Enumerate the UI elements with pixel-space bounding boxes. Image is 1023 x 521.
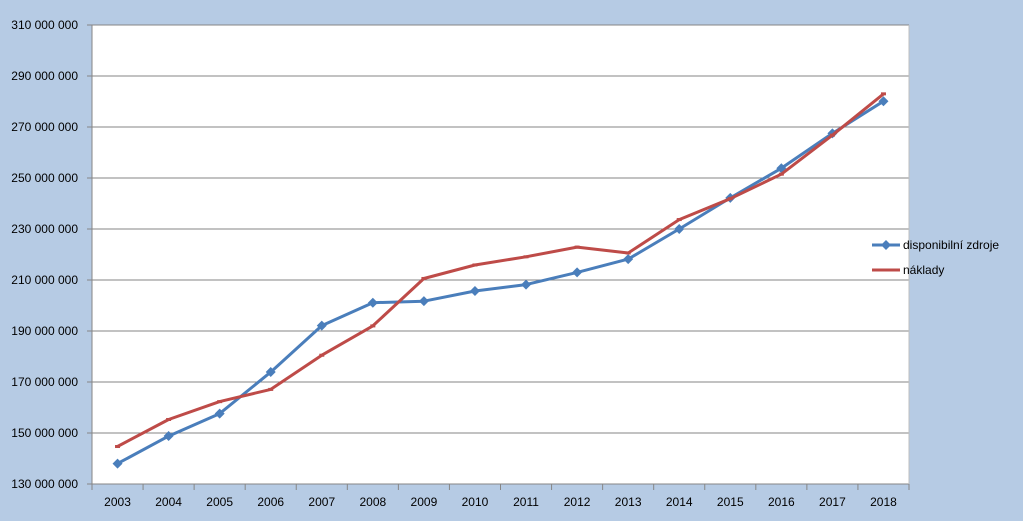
- axes: 130 000 000 150 000 000 170 000 000 190 000…: [11, 18, 910, 509]
- x-tick-label: 2008: [359, 495, 386, 509]
- data-point: [778, 172, 784, 176]
- data-point: [265, 367, 276, 378]
- x-tick-label: 2017: [819, 495, 846, 509]
- data-point: [674, 224, 685, 234]
- data-point: [418, 296, 429, 307]
- data-point: [521, 279, 532, 290]
- data-point: [370, 324, 376, 328]
- x-tick-label: 2018: [870, 495, 897, 509]
- legend-label: náklady: [903, 263, 944, 277]
- x-tick-label: 2010: [462, 495, 489, 509]
- series-line-0: [116, 99, 885, 465]
- y-tick-label: 270 000 000: [11, 120, 78, 134]
- data-point: [115, 445, 121, 449]
- data-point: [623, 254, 634, 265]
- data-point: [214, 408, 225, 419]
- data-point: [727, 197, 733, 201]
- legend: disponibilní zdroje náklady: [872, 238, 999, 277]
- data-point: [319, 353, 325, 357]
- data-point: [676, 218, 682, 222]
- y-tick-label: 190 000 000: [11, 324, 78, 338]
- data-point: [472, 263, 478, 267]
- data-point: [367, 297, 378, 308]
- data-point: [469, 285, 480, 296]
- y-tick-label: 150 000 000: [11, 426, 78, 440]
- x-tick-label: 2011: [513, 495, 539, 509]
- data-point: [163, 431, 174, 442]
- data-point: [421, 276, 427, 280]
- data-point: [217, 400, 223, 404]
- x-tick-label: 2012: [564, 495, 591, 509]
- x-tick-label: 2009: [411, 495, 438, 509]
- series-group: [112, 92, 889, 469]
- data-point: [880, 92, 886, 96]
- data-point: [574, 245, 580, 249]
- x-tick-label: 2015: [717, 495, 744, 509]
- series-line-1: [116, 92, 885, 448]
- legend-marker: [881, 240, 891, 250]
- x-tick-label: 2016: [768, 495, 795, 509]
- y-tick-label: 230 000 000: [11, 222, 78, 236]
- data-point: [829, 133, 835, 137]
- data-point: [166, 417, 172, 421]
- y-tick-label: 170 000 000: [11, 375, 78, 389]
- y-tick-label: 130 000 000: [11, 477, 78, 491]
- data-point: [572, 267, 583, 278]
- data-point: [878, 96, 889, 107]
- y-tick-label: 310 000 000: [11, 18, 78, 32]
- x-tick-label: 2006: [257, 495, 284, 509]
- x-tick-label: 2003: [104, 495, 131, 509]
- legend-label: disponibilní zdroje: [903, 238, 999, 252]
- x-tick-label: 2005: [206, 495, 233, 509]
- data-point: [625, 251, 631, 255]
- y-tick-label: 210 000 000: [11, 273, 78, 287]
- y-tick-label: 290 000 000: [11, 69, 78, 83]
- data-point: [523, 255, 529, 259]
- x-tick-label: 2014: [666, 495, 693, 509]
- data-point: [112, 458, 123, 469]
- data-point: [268, 387, 274, 391]
- x-tick-label: 2013: [615, 495, 642, 509]
- data-point: [316, 320, 327, 331]
- x-tick-label: 2007: [308, 495, 335, 509]
- y-tick-label: 250 000 000: [11, 171, 78, 185]
- x-tick-label: 2004: [155, 495, 182, 509]
